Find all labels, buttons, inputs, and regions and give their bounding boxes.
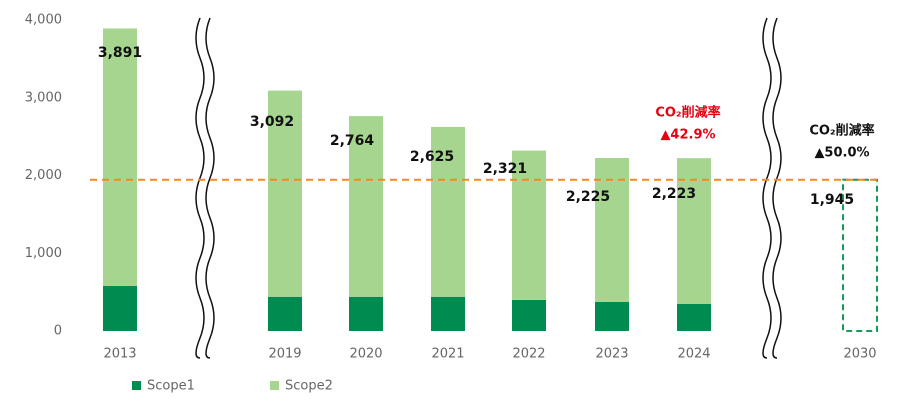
annotation-value: ▲50.0%: [814, 146, 869, 161]
annotation: CO₂削減率: [809, 123, 874, 139]
bar-segment: [103, 28, 137, 286]
break-line: [772, 17, 782, 359]
x-tick-label: 2020: [349, 347, 382, 362]
target-bar: [842, 178, 878, 332]
y-tick-label: 2,000: [25, 168, 62, 183]
legend-swatch: [270, 381, 279, 390]
x-tick-label: 2013: [103, 347, 136, 362]
legend-swatch: [132, 381, 141, 390]
total-label: 2,625: [410, 149, 454, 165]
y-tick-label: 3,000: [25, 90, 62, 105]
axis-breaks: [195, 17, 782, 359]
bar-segment: [431, 126, 465, 297]
x-tick-label: 2022: [512, 347, 545, 362]
bar-segment: [349, 296, 383, 331]
bar-segment: [268, 90, 302, 297]
y-tick-label: 0: [54, 324, 62, 339]
bar-segment: [595, 158, 629, 302]
bar-segment: [512, 150, 546, 300]
annotation-value: ▲42.9%: [660, 128, 715, 143]
total-label: 2,321: [483, 161, 527, 177]
total-label: 2,225: [566, 189, 610, 205]
y-tick-label: 1,000: [25, 246, 62, 261]
bar-segment: [268, 296, 302, 331]
break-line: [195, 17, 205, 359]
bar-segment: [103, 285, 137, 331]
bar-segment: [677, 303, 711, 331]
annotation: CO₂削減率: [655, 105, 720, 121]
bar-segment: [677, 158, 711, 304]
bar-segment: [349, 116, 383, 297]
bar-segment: [431, 296, 465, 331]
break-line: [205, 17, 215, 359]
y-tick-label: 4,000: [25, 13, 62, 28]
total-label: 3,891: [98, 45, 142, 61]
break-line: [762, 17, 772, 359]
bar-segment: [512, 299, 546, 331]
x-tick-label: 2024: [677, 347, 710, 362]
bar-segment: [595, 301, 629, 331]
total-label: 2,764: [330, 133, 375, 149]
x-tick-label: 2019: [268, 347, 301, 362]
legend-label: Scope1: [147, 379, 195, 394]
total-label: 2,223: [652, 186, 696, 202]
x-tick-label: 2021: [431, 347, 464, 362]
x-tick-label: 2030: [843, 347, 876, 362]
total-label: 1,945: [810, 192, 854, 208]
total-label: 3,092: [250, 114, 294, 130]
legend-label: Scope2: [285, 379, 333, 394]
x-tick-label: 2023: [595, 347, 628, 362]
